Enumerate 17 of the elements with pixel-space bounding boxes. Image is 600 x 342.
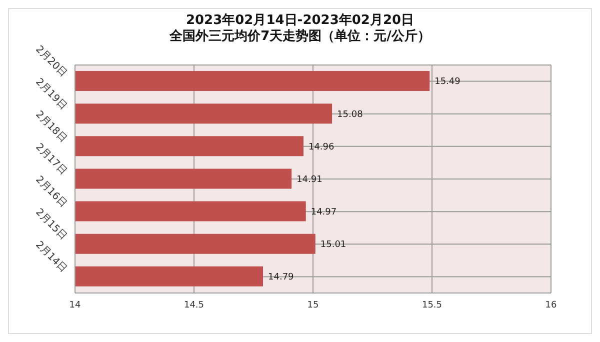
data-label: 14.97 [310,207,337,218]
x-tick-label: 15.5 [422,300,442,310]
x-tick-label: 16 [545,300,557,310]
y-tick-label: 2月19日 [33,76,69,112]
y-tick-label: 2月20日 [33,44,69,80]
data-label: 14.91 [296,174,322,185]
data-label: 15.49 [434,77,461,88]
x-tick-label: 14 [69,300,81,310]
x-tick-label: 14.5 [184,300,204,310]
y-tick-label: 2月14日 [33,239,69,275]
data-label: 15.01 [320,240,346,250]
chart-title: 2023年02月14日-2023年02月20日 [184,13,416,28]
data-label: 14.79 [268,272,294,283]
x-tick-label: 15 [307,300,319,310]
data-label: 14.96 [308,142,335,152]
chart-subtitle: 全国外三元均价7天走势图（单位：元/公斤） [168,29,432,45]
data-label: 15.08 [337,110,364,120]
